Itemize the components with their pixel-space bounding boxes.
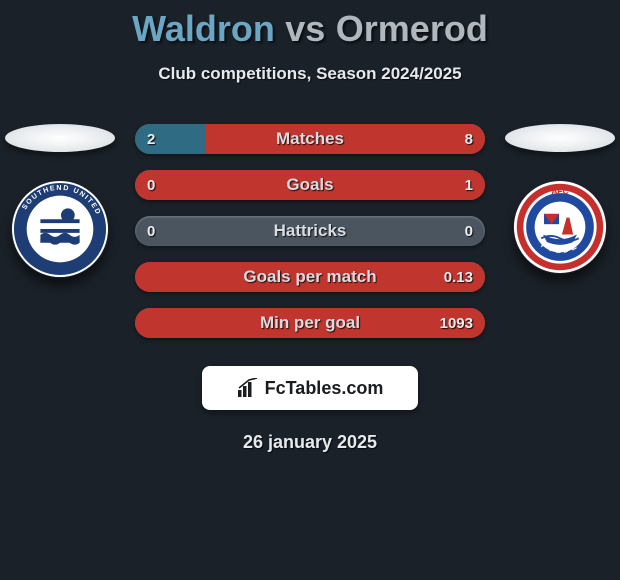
- stat-bar-value-right: 1: [453, 170, 485, 200]
- stat-bar-value-left: 0: [135, 216, 167, 246]
- stat-bar-value-left: 2: [135, 124, 167, 154]
- title-left-name: Waldron: [132, 8, 275, 49]
- stat-bar-value-left: 0: [135, 170, 167, 200]
- left-platform: [5, 124, 115, 152]
- left-player-column: SOUTHEND UNITED: [0, 124, 120, 278]
- right-platform: [505, 124, 615, 152]
- stat-bar: Hattricks0 0: [135, 216, 485, 246]
- right-player-column: AFCFYLDE: [500, 124, 620, 274]
- date-line: 26 january 2025: [0, 432, 620, 453]
- brand-chart-icon: [237, 378, 259, 398]
- page-title: Waldron vs Ormerod: [0, 0, 620, 50]
- stat-bar-label: Matches: [135, 124, 485, 154]
- stat-bar-label: Goals: [135, 170, 485, 200]
- svg-text:AFC: AFC: [551, 186, 568, 196]
- stat-bar: Matches2 8: [135, 124, 485, 154]
- stat-bar-value-right: 0: [453, 216, 485, 246]
- stat-bar-list: Matches28Goals01Hattricks00Goals per mat…: [135, 124, 485, 338]
- brand-box[interactable]: FcTables.com: [202, 366, 418, 410]
- right-club-badge-icon: AFCFYLDE: [513, 180, 607, 274]
- stat-bar-value-right: 1093: [428, 308, 485, 338]
- stat-bar-value-right: 8: [453, 124, 485, 154]
- title-right-name: Ormerod: [336, 8, 488, 49]
- stat-bar-value-right: 0.13: [432, 262, 485, 292]
- stat-bar: Goals0 1: [135, 170, 485, 200]
- title-vs: vs: [279, 8, 331, 49]
- brand-inner: FcTables.com: [237, 378, 384, 399]
- left-club-badge-icon: SOUTHEND UNITED: [11, 180, 109, 278]
- stat-bar: Goals per match0.13: [135, 262, 485, 292]
- comparison-content: SOUTHEND UNITED AFCFYLDE Matches28Goals0…: [0, 124, 620, 453]
- stat-bar-label: Hattricks: [135, 216, 485, 246]
- subtitle: Club competitions, Season 2024/2025: [0, 64, 620, 84]
- stat-bar: Min per goal1093: [135, 308, 485, 338]
- brand-text: FcTables.com: [265, 378, 384, 399]
